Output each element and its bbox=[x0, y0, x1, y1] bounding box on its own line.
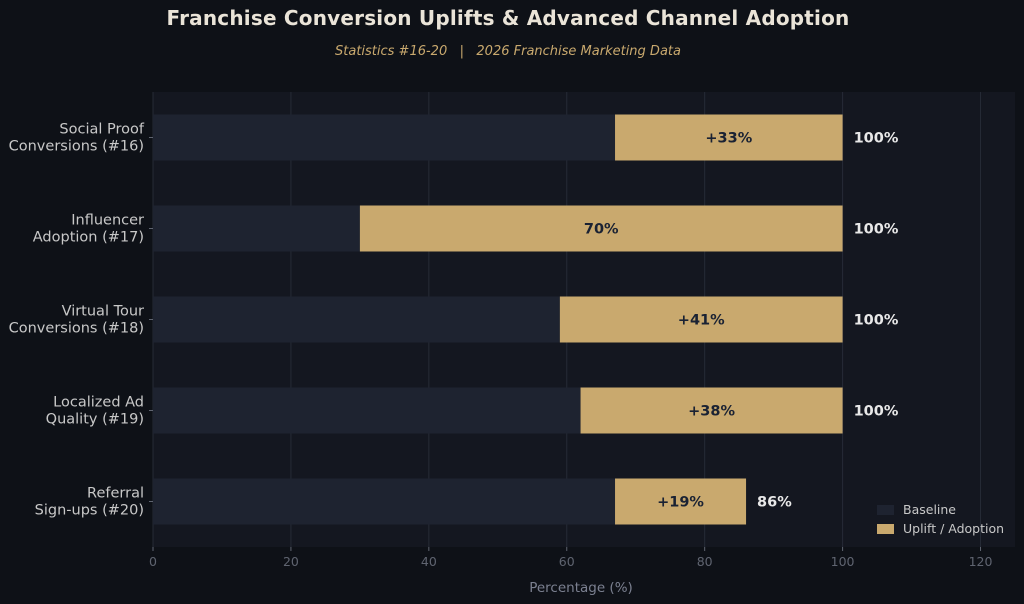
category-label-line: Influencer bbox=[71, 213, 144, 229]
legend-item-baseline: Baseline bbox=[870, 500, 1004, 519]
chart-subtitle: Statistics #16-20 | 2026 Franchise Marke… bbox=[335, 44, 681, 59]
bar-total-label-20: 86% bbox=[757, 495, 792, 511]
bar-baseline-16 bbox=[153, 114, 616, 161]
bar-baseline-18 bbox=[153, 296, 560, 343]
category-label-18: Virtual Tour Conversions (#18) bbox=[9, 304, 144, 337]
bar-value-label-18: +41% bbox=[678, 313, 725, 329]
category-label-line: Conversions (#16) bbox=[9, 139, 144, 155]
legend-label-baseline: Baseline bbox=[903, 502, 956, 517]
bar-uplift-18 bbox=[559, 296, 843, 343]
category-label-line: Sign-ups (#20) bbox=[35, 503, 144, 519]
bar-total-label-19: 100% bbox=[854, 404, 899, 420]
category-label-16: Social Proof Conversions (#16) bbox=[9, 122, 145, 155]
bar-uplift-17 bbox=[359, 205, 843, 252]
bar-total-label-17: 100% bbox=[854, 222, 899, 238]
bar-value-label-20: +19% bbox=[657, 495, 704, 511]
category-label-line: Conversions (#18) bbox=[9, 321, 144, 337]
bar-baseline-20 bbox=[153, 478, 616, 525]
category-label-19: Localized Ad Quality (#19) bbox=[46, 395, 144, 428]
bar-total-label-16: 100% bbox=[854, 131, 899, 147]
legend-swatch-baseline bbox=[877, 504, 894, 515]
bar-baseline-17 bbox=[153, 205, 360, 252]
x-tick-label-0: 0 bbox=[149, 554, 157, 569]
legend-item-uplift: Uplift / Adoption bbox=[870, 519, 1004, 538]
category-label-line: Quality (#19) bbox=[46, 412, 144, 428]
category-label-line: Referral bbox=[87, 486, 144, 502]
category-label-line: Adoption (#17) bbox=[33, 230, 144, 246]
category-label-line: Localized Ad bbox=[53, 395, 144, 411]
x-tick-label-40: 40 bbox=[421, 554, 437, 569]
category-label-17: Influencer Adoption (#17) bbox=[33, 213, 144, 246]
bar-uplift-20 bbox=[615, 478, 747, 525]
x-tick-label-20: 20 bbox=[283, 554, 299, 569]
bar-uplift-19 bbox=[580, 387, 843, 434]
bar-total-label-18: 100% bbox=[854, 313, 899, 329]
category-label-line: Virtual Tour bbox=[62, 304, 144, 320]
legend-label-uplift: Uplift / Adoption bbox=[903, 521, 1005, 536]
x-tick-label-100: 100 bbox=[831, 554, 855, 569]
x-tick-label-60: 60 bbox=[559, 554, 575, 569]
legend-swatch-uplift bbox=[877, 523, 894, 534]
category-label-line: Social Proof bbox=[59, 122, 144, 138]
chart-title: Franchise Conversion Uplifts & Advanced … bbox=[166, 6, 850, 30]
bar-value-label-16: +33% bbox=[705, 131, 752, 147]
bar-uplift-16 bbox=[615, 114, 843, 161]
category-label-20: Referral Sign-ups (#20) bbox=[35, 486, 144, 519]
bar-baseline-19 bbox=[153, 387, 581, 434]
bar-value-label-17: 70% bbox=[584, 222, 619, 238]
legend: Baseline Uplift / Adoption bbox=[870, 500, 1004, 538]
x-axis-label: Percentage (%) bbox=[529, 580, 633, 596]
x-tick-label-80: 80 bbox=[697, 554, 713, 569]
bar-value-label-19: +38% bbox=[688, 404, 735, 420]
x-tick-label-120: 120 bbox=[969, 554, 993, 569]
